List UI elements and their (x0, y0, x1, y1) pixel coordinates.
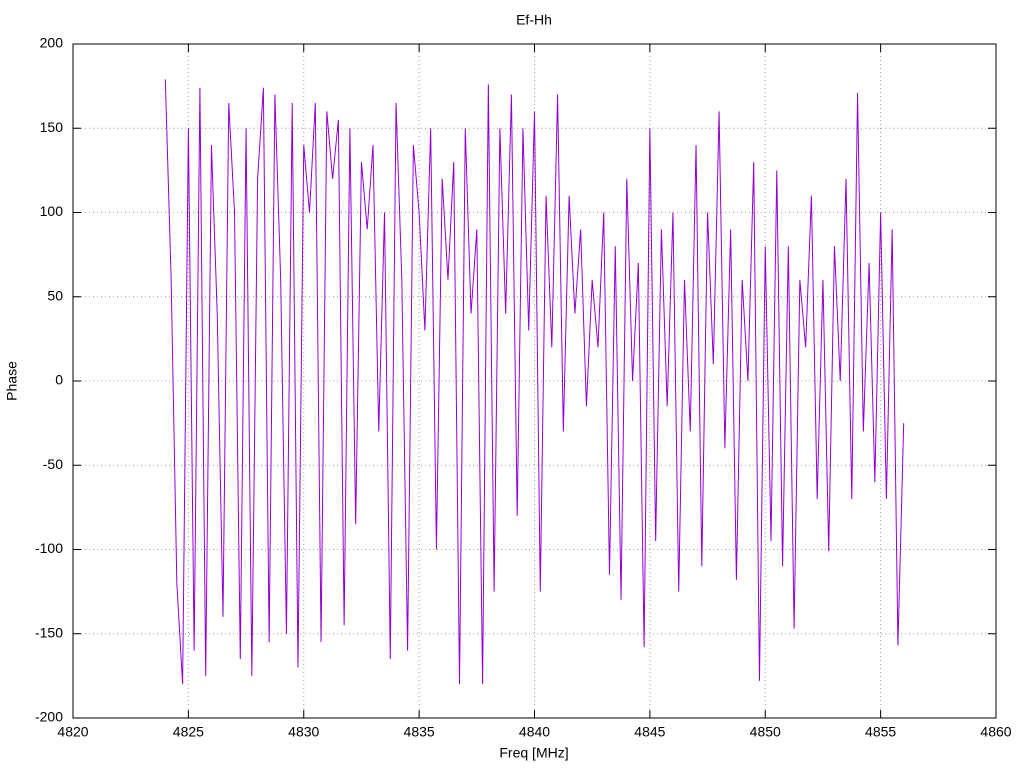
x-tick-label: 4820 (57, 724, 88, 740)
y-tick-label: 0 (55, 372, 63, 388)
y-tick-label: 100 (40, 203, 64, 219)
x-tick-label: 4835 (404, 724, 435, 740)
y-tick-label: 200 (40, 35, 64, 51)
x-tick-label: 4850 (750, 724, 781, 740)
x-tick-label: 4825 (173, 724, 204, 740)
data-line (164, 79, 905, 685)
y-axis-label: Phase (4, 361, 20, 401)
x-tick-label: 4830 (288, 724, 319, 740)
y-tick-label: -150 (35, 624, 63, 640)
x-tick-label: 4855 (865, 724, 896, 740)
y-tick-label: -100 (35, 540, 63, 556)
y-tick-label: -50 (43, 456, 63, 472)
plot-border (72, 43, 997, 719)
x-tick-label: 4860 (980, 724, 1011, 740)
chart-title: Ef-Hh (516, 12, 552, 28)
x-axis-label: Freq [MHz] (499, 745, 568, 761)
y-tick-label: 50 (47, 287, 63, 303)
x-tick-label: 4845 (634, 724, 665, 740)
y-tick-label: -200 (35, 709, 63, 725)
y-tick-label: 150 (40, 119, 64, 135)
x-tick-label: 4840 (519, 724, 550, 740)
